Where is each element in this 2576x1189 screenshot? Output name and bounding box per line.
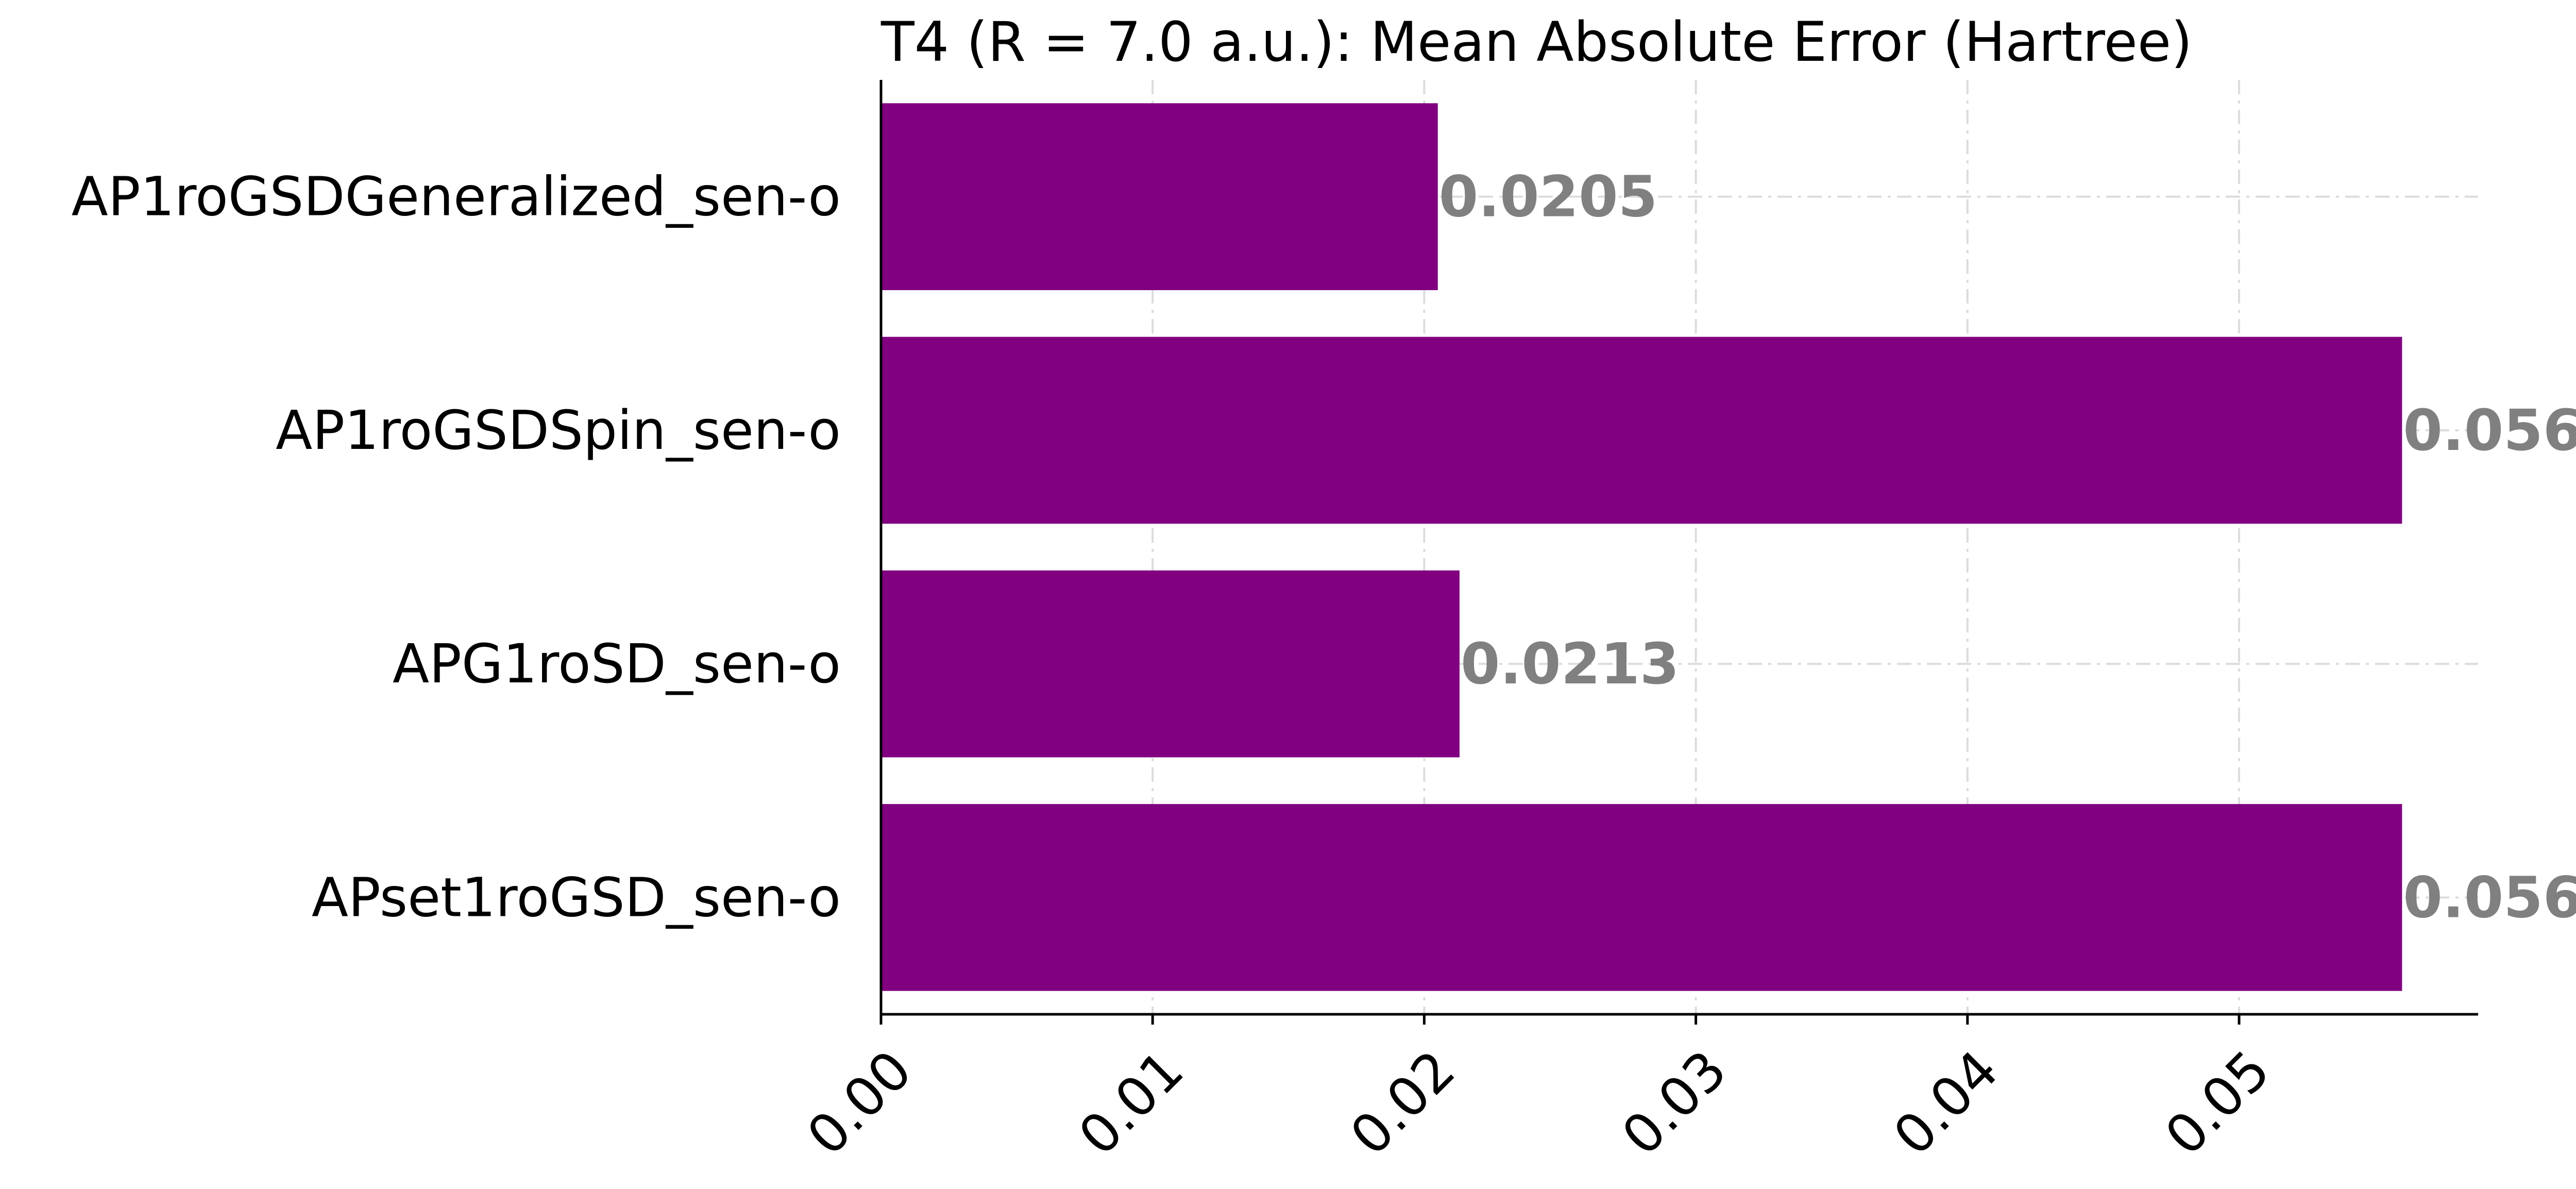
category-label: AP1roGSDGeneralized_sen-o xyxy=(72,165,841,228)
bar xyxy=(881,570,1460,758)
bar xyxy=(881,337,2402,524)
axis-layer xyxy=(879,80,2478,1016)
bar xyxy=(881,804,2402,991)
x-tick-label: 0.04 xyxy=(1882,1039,2010,1167)
value-label: 0.0205 xyxy=(1439,164,1657,230)
value-label-layer: 0.0205 0.056 0.0213 0.056 xyxy=(1439,164,2576,931)
x-tick-label: 0.00 xyxy=(795,1039,924,1167)
value-label: 0.056 xyxy=(2403,397,2576,463)
x-tick-label: 0.02 xyxy=(1338,1039,1467,1167)
category-label: APG1roSD_sen-o xyxy=(393,632,841,695)
value-label: 0.056 xyxy=(2403,864,2576,930)
bar-layer xyxy=(881,103,2402,991)
category-label-layer: AP1roGSDGeneralized_sen-o AP1roGSDSpin_se… xyxy=(72,165,841,929)
category-label: AP1roGSDSpin_sen-o xyxy=(276,399,841,462)
tick-layer: 0.00 0.01 0.02 0.03 0.04 0.05 xyxy=(795,1014,2282,1167)
value-label: 0.0213 xyxy=(1461,631,1679,697)
x-tick-label: 0.03 xyxy=(1610,1039,1739,1167)
category-label: APset1roGSD_sen-o xyxy=(312,866,841,929)
chart-title: T4 (R = 7.0 a.u.): Mean Absolute Error (… xyxy=(880,10,2192,74)
x-tick-label: 0.05 xyxy=(2153,1039,2282,1167)
x-tick-label: 0.01 xyxy=(1066,1039,1195,1167)
bar xyxy=(881,103,1438,290)
